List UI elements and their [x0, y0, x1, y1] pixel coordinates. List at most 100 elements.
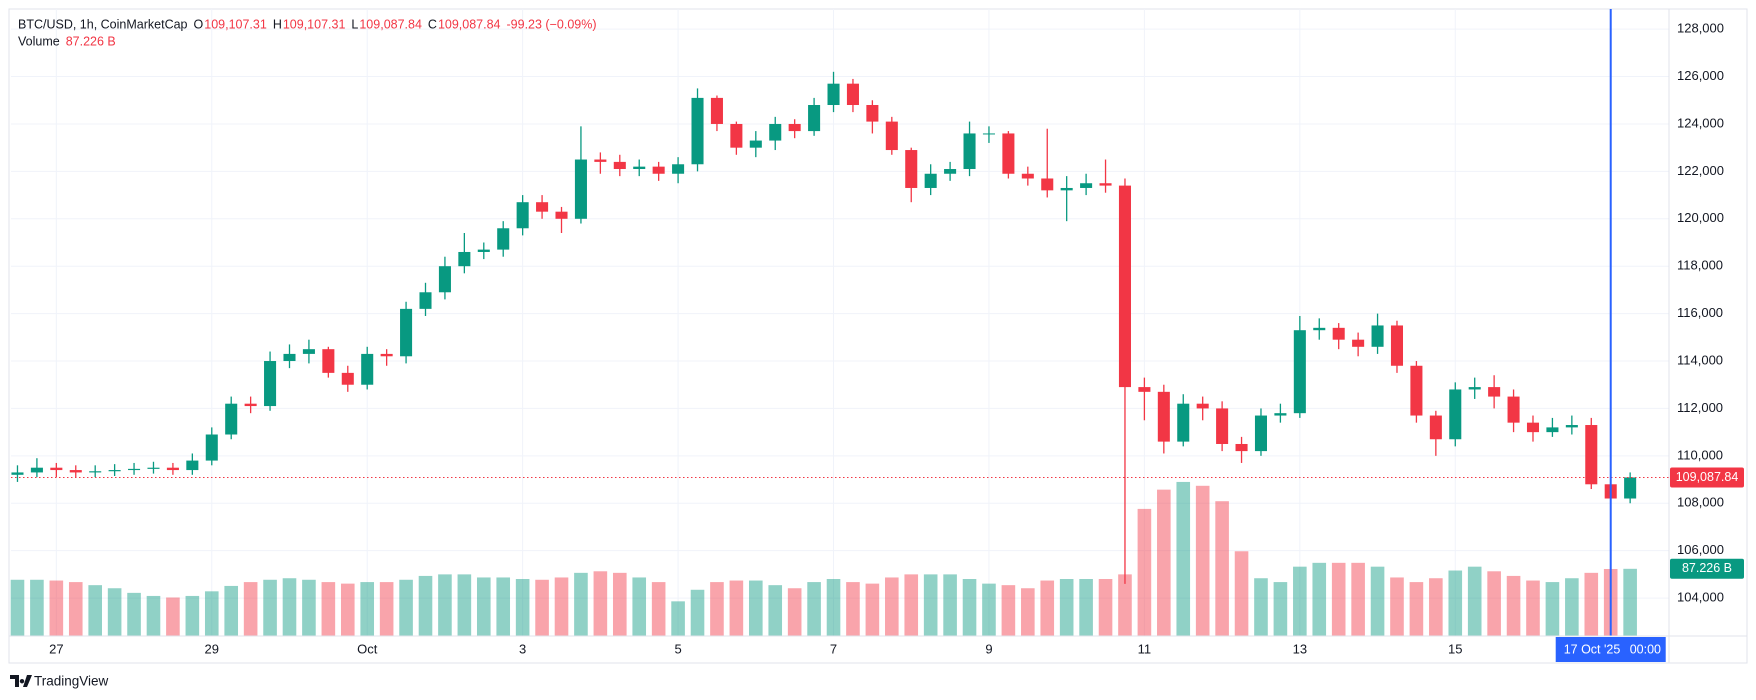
candle-body [710, 97, 723, 124]
y-tick-label: 126,000 [1677, 68, 1724, 83]
candle-body [186, 460, 199, 471]
volume-bar [1079, 579, 1093, 636]
volume-bar [535, 579, 549, 636]
candle-body [1002, 133, 1015, 174]
candle-body [1332, 327, 1345, 340]
volume-tag [1670, 558, 1744, 579]
volume-bar [68, 582, 83, 636]
volume-bar [904, 574, 919, 636]
brand: TradingView [10, 674, 109, 689]
volume-bar [1021, 588, 1035, 636]
x-tick-label: 27 [49, 641, 63, 656]
volume-bar [1059, 579, 1074, 636]
candle-body [574, 159, 587, 219]
volume-bar [1001, 585, 1016, 636]
candle-body [1274, 413, 1287, 416]
volume-bar [749, 580, 763, 636]
volume-bar [127, 592, 141, 636]
crosshair-time-box [1555, 637, 1666, 662]
candle-body [1157, 391, 1170, 442]
volume-bar [1351, 562, 1365, 636]
candle-body [458, 251, 471, 267]
grid [11, 9, 1669, 636]
volume-bar [302, 579, 316, 636]
ohlc-key: L [351, 17, 358, 31]
volume-bar [612, 572, 627, 636]
y-tick-label: 122,000 [1677, 163, 1724, 178]
volume-pane [10, 481, 1637, 636]
y-tick-label: 114,000 [1677, 352, 1723, 367]
candle-body [633, 166, 646, 170]
volume-bar [1390, 577, 1404, 636]
candle-body [438, 266, 451, 293]
y-tick-label: 108,000 [1677, 495, 1724, 510]
volume-bar [263, 579, 277, 636]
volume-bar [846, 582, 860, 636]
volume-bar [982, 583, 996, 636]
candle-body [1390, 325, 1404, 366]
candles [11, 71, 1637, 584]
overlay [11, 9, 1669, 636]
candle-body [788, 123, 801, 132]
candle-body [1021, 173, 1034, 179]
candle-body [264, 361, 277, 407]
volume-bar [1040, 580, 1055, 636]
candle-body [1118, 185, 1131, 388]
candle-body [730, 123, 743, 148]
candle-body [361, 353, 374, 385]
candle-body [1080, 183, 1093, 188]
ohlc-key: C [428, 17, 437, 31]
ohlc-value: 109,087.84 [438, 17, 501, 31]
volume-bar [1273, 582, 1288, 636]
volume-bar [1176, 481, 1191, 636]
candle-body [905, 150, 918, 188]
volume-bar [185, 595, 200, 636]
candle-body [963, 133, 976, 170]
candle-body [108, 470, 121, 472]
candle-body [1410, 365, 1423, 416]
candle-body [89, 471, 102, 473]
volume-bar [1409, 582, 1424, 636]
y-tick-label: 124,000 [1677, 115, 1724, 130]
volume-bar [1545, 582, 1560, 636]
candle-body [1216, 408, 1229, 444]
volume-bar [282, 578, 297, 636]
volume-bar [224, 585, 239, 636]
volume-bar [1565, 578, 1579, 636]
last-price-label: 109,087.84 [1676, 470, 1739, 484]
candle-body [652, 166, 665, 174]
candle-body [69, 470, 82, 473]
x-tick-label: 11 [1138, 641, 1152, 656]
candle-body [11, 472, 24, 475]
y-tick-label: 118,000 [1677, 258, 1723, 273]
brand-name: TradingView [34, 674, 109, 689]
candle-body [50, 467, 63, 471]
volume-bar [399, 579, 413, 636]
y-tick-label: 110,000 [1677, 447, 1723, 462]
volume-value: 87.226 B [66, 34, 116, 48]
volume-bar [943, 574, 957, 636]
volume-bar [457, 574, 472, 636]
volume-bar [1429, 578, 1443, 636]
volume-bar [671, 601, 685, 636]
volume-bar [1254, 578, 1268, 636]
candle-body [1235, 443, 1248, 452]
volume-bar [729, 580, 744, 636]
y-tick-label: 128,000 [1677, 21, 1724, 36]
volume-bar [923, 574, 938, 636]
volume-bar [379, 582, 394, 636]
candle-body [982, 133, 995, 135]
candle-body [749, 140, 762, 148]
candle-body [1565, 425, 1578, 428]
candle-body [1526, 422, 1540, 433]
candle-body [1468, 387, 1481, 390]
candle-body [166, 467, 179, 471]
ohlc-key: O [194, 17, 204, 31]
candle-body [1371, 325, 1384, 347]
volume-bar [496, 577, 511, 636]
candle-body [672, 164, 685, 174]
change: -99.23 (−0.09%) [507, 17, 597, 31]
candle-body [1293, 330, 1306, 414]
volume-bar [1215, 501, 1229, 636]
volume-bar [1137, 508, 1152, 636]
